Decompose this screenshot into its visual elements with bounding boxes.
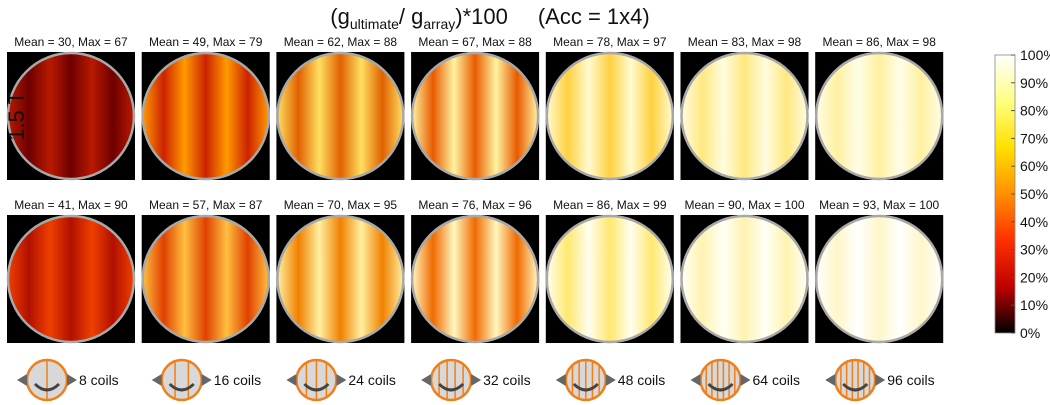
coil-arrow: [286, 374, 297, 386]
coil-arrow: [17, 374, 27, 386]
coil-head: [33, 382, 61, 392]
map-disk: [545, 51, 675, 181]
map-disk: [6, 214, 136, 344]
colorbar-tick-label: 90%: [1020, 75, 1048, 91]
map-caption: Mean = 67, Max = 88: [418, 35, 532, 49]
coil-sphere: [160, 358, 203, 402]
coil-label: 32 coils: [483, 372, 530, 388]
coil-label: 96 coils: [887, 372, 934, 388]
map-caption: Mean = 78, Max = 97: [553, 35, 667, 49]
map-caption: Mean = 90, Max = 100: [684, 198, 804, 212]
coil-label: 16 coils: [214, 372, 261, 388]
map-disk: [410, 51, 540, 181]
coil-icon: [286, 358, 347, 402]
colorbar-tick-label: 50%: [1020, 186, 1048, 202]
coil-icon: [690, 358, 751, 402]
coil-sphere: [429, 358, 473, 402]
coil-label: 8 coils: [79, 372, 119, 388]
map-caption: Mean = 30, Max = 67: [14, 35, 128, 49]
map-disk: [141, 214, 270, 344]
coil-head: [842, 382, 869, 392]
map-caption: Mean = 83, Max = 98: [688, 35, 802, 49]
coil-arrow: [555, 374, 566, 386]
map-caption: Mean = 41, Max = 90: [14, 198, 128, 212]
title-part: (g: [330, 4, 350, 29]
coil-arrow: [336, 374, 347, 386]
map-caption: Mean = 70, Max = 95: [284, 198, 398, 212]
map-disk: [814, 51, 944, 181]
title-part: (Acc = 1x4): [538, 4, 650, 29]
map-disk: [141, 51, 270, 181]
colorbar-tick-label: 20%: [1020, 269, 1048, 285]
title-part: / g: [399, 4, 423, 29]
colorbar-tick-label: 70%: [1020, 130, 1048, 146]
coil-arrow: [825, 374, 836, 386]
coil-icon: [825, 358, 886, 402]
coil-icon: [555, 358, 616, 402]
map-disk: [680, 51, 809, 181]
coil-label: 48 coils: [618, 372, 665, 388]
coil-label: 24 coils: [348, 372, 395, 388]
coil-arrow: [421, 374, 432, 386]
colorbar-tick-label: 10%: [1020, 297, 1048, 313]
coil-arrow: [471, 374, 482, 386]
colorbar-tick-label: 100%: [1020, 47, 1050, 63]
map-disk: [545, 214, 675, 344]
map-disk: [410, 214, 540, 344]
colorbar-tick-label: 60%: [1020, 158, 1048, 174]
coil-icon: [421, 358, 482, 402]
coil-head: [168, 382, 195, 392]
title-subscript: array: [423, 16, 455, 32]
map-disk: [814, 214, 944, 344]
map-disk: [680, 214, 809, 344]
coil-head: [438, 382, 465, 392]
map-caption: Mean = 49, Max = 79: [149, 35, 263, 49]
coil-head: [707, 382, 734, 392]
map-caption: Mean = 93, Max = 100: [819, 198, 939, 212]
row-label: 1.5 T: [4, 91, 29, 141]
coil-arrow: [201, 374, 212, 386]
colorbar-tick-label: 80%: [1020, 103, 1048, 119]
map-caption: Mean = 76, Max = 96: [418, 198, 532, 212]
map-caption: Mean = 57, Max = 87: [149, 198, 263, 212]
map-caption: Mean = 62, Max = 88: [284, 35, 398, 49]
coil-head: [572, 382, 599, 392]
colorbar-tick-label: 0%: [1020, 325, 1040, 341]
coil-arrow: [67, 374, 77, 386]
coil-icon: [17, 358, 77, 402]
coil-arrow: [690, 374, 701, 386]
map-caption: Mean = 86, Max = 99: [553, 198, 667, 212]
colorbar-tick-label: 30%: [1020, 242, 1048, 258]
coil-arrow: [740, 374, 751, 386]
coil-icon: [151, 358, 212, 402]
coil-arrow: [875, 374, 886, 386]
title-subscript: ultimate: [350, 16, 399, 32]
coil-arrow: [605, 374, 616, 386]
map-disk: [276, 214, 405, 344]
coil-label: 64 coils: [753, 372, 800, 388]
title-part: )*100: [455, 4, 508, 29]
colorbar-tick-label: 40%: [1020, 214, 1048, 230]
map-caption: Mean = 86, Max = 98: [822, 35, 936, 49]
coil-arrow: [151, 374, 162, 386]
map-disk: [6, 51, 136, 181]
figure-title: (gultimate/ garray)*100 (Acc = 1x4): [330, 4, 649, 32]
coil-head: [303, 382, 330, 392]
map-disk: [276, 51, 405, 181]
